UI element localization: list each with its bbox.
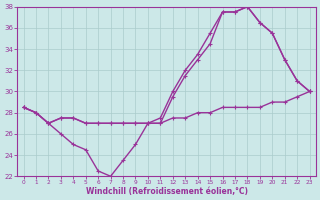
X-axis label: Windchill (Refroidissement éolien,°C): Windchill (Refroidissement éolien,°C): [85, 187, 248, 196]
